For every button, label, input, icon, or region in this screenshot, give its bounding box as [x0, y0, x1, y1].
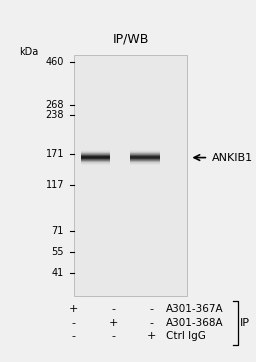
Text: Ctrl IgG: Ctrl IgG: [166, 331, 206, 341]
Bar: [130, 157, 160, 158]
Bar: [74, 146, 187, 152]
Bar: [74, 254, 187, 260]
Bar: [130, 152, 160, 153]
Bar: [130, 159, 160, 160]
Text: -: -: [112, 304, 116, 315]
Bar: [74, 272, 187, 278]
Bar: [74, 79, 187, 85]
Bar: [74, 91, 187, 97]
Bar: [130, 153, 160, 154]
Bar: [81, 161, 110, 162]
Text: -: -: [149, 318, 153, 328]
Bar: [81, 160, 110, 161]
Text: IP: IP: [240, 318, 250, 328]
Text: 460: 460: [46, 57, 64, 67]
Bar: [74, 55, 187, 296]
Bar: [74, 73, 187, 79]
Bar: [74, 127, 187, 134]
Bar: [74, 284, 187, 290]
Bar: [74, 206, 187, 212]
Bar: [81, 155, 110, 156]
Bar: [130, 151, 160, 152]
Bar: [74, 152, 187, 157]
Text: 71: 71: [52, 226, 64, 236]
Bar: [74, 139, 187, 146]
Bar: [130, 163, 160, 164]
Bar: [81, 159, 110, 160]
Text: 117: 117: [46, 180, 64, 190]
Bar: [74, 61, 187, 67]
Bar: [74, 157, 187, 164]
Bar: [74, 248, 187, 254]
Bar: [81, 157, 110, 158]
Bar: [130, 150, 160, 151]
Bar: [74, 266, 187, 272]
Text: -: -: [112, 331, 116, 341]
Bar: [74, 260, 187, 266]
Bar: [74, 212, 187, 218]
Text: 171: 171: [46, 150, 64, 159]
Text: 55: 55: [51, 247, 64, 257]
Text: +: +: [147, 331, 156, 341]
Bar: [81, 153, 110, 154]
Bar: [74, 97, 187, 103]
Bar: [74, 115, 187, 121]
Bar: [81, 163, 110, 164]
Bar: [81, 150, 110, 151]
Bar: [74, 164, 187, 170]
Bar: [130, 156, 160, 157]
Bar: [74, 170, 187, 176]
Bar: [74, 188, 187, 194]
Bar: [130, 161, 160, 162]
Text: IP/WB: IP/WB: [112, 33, 149, 46]
Bar: [74, 242, 187, 248]
Bar: [74, 236, 187, 242]
Bar: [74, 218, 187, 224]
Bar: [130, 164, 160, 165]
Bar: [130, 158, 160, 159]
Text: A301-368A: A301-368A: [166, 318, 223, 328]
Bar: [130, 160, 160, 161]
Text: ANKIB1: ANKIB1: [212, 153, 253, 163]
Text: kDa: kDa: [19, 46, 38, 56]
Bar: [81, 164, 110, 165]
Text: -: -: [72, 318, 76, 328]
Bar: [74, 134, 187, 139]
Bar: [81, 152, 110, 153]
Bar: [81, 162, 110, 163]
Bar: [81, 158, 110, 159]
Text: 41: 41: [52, 268, 64, 278]
Bar: [130, 162, 160, 163]
Text: -: -: [149, 304, 153, 315]
Text: A301-367A: A301-367A: [166, 304, 223, 315]
Text: +: +: [69, 304, 78, 315]
Bar: [81, 156, 110, 157]
Bar: [74, 230, 187, 236]
Bar: [130, 154, 160, 155]
Text: 268: 268: [46, 100, 64, 110]
Bar: [74, 224, 187, 230]
Bar: [130, 155, 160, 156]
Bar: [74, 194, 187, 200]
Bar: [74, 290, 187, 296]
Bar: [81, 151, 110, 152]
Bar: [74, 200, 187, 206]
Text: -: -: [72, 331, 76, 341]
Text: 238: 238: [46, 110, 64, 121]
Bar: [74, 55, 187, 61]
Bar: [74, 85, 187, 91]
Bar: [74, 121, 187, 127]
Bar: [74, 278, 187, 284]
Text: +: +: [109, 318, 118, 328]
Bar: [74, 103, 187, 109]
Bar: [74, 176, 187, 182]
Bar: [74, 109, 187, 115]
Bar: [74, 67, 187, 73]
Bar: [81, 154, 110, 155]
Bar: [74, 182, 187, 188]
